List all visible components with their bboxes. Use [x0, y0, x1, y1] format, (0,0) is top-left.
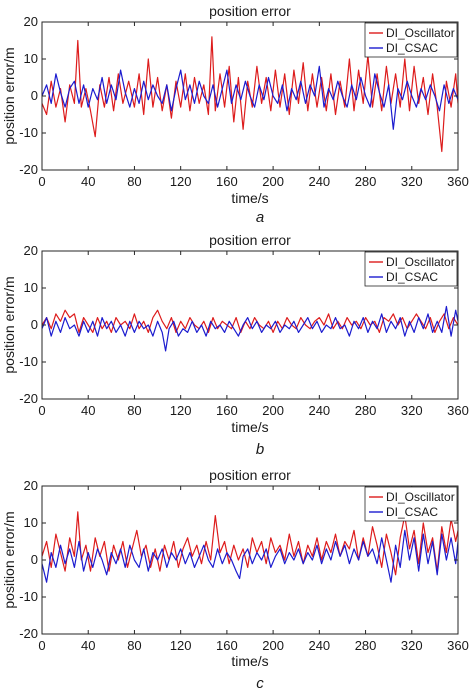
legend-box: [364, 251, 458, 287]
x-tick-label: 80: [127, 174, 141, 189]
chart-panel-1: 0 40 80 120 160 200 240 280 320 360 20 10 0 -10 -20 pos…: [1, 3, 469, 226]
data-series-group: [42, 511, 458, 583]
series-line-di-oscillator: [42, 511, 458, 576]
data-series-group: [42, 305, 458, 352]
y-tick-label: 10: [24, 51, 38, 66]
chart-panel-2: 0 40 80 120 160 200 240 280 320 360 20 10 0 -10 -20 pos…: [1, 232, 469, 458]
x-tick-label: 120: [170, 638, 192, 653]
x-tick-label: 240: [308, 174, 330, 189]
x-axis-label: time/s: [231, 419, 268, 435]
legend-label: DI_Oscillator: [386, 255, 455, 269]
x-tick-label: 120: [170, 403, 192, 418]
y-tick-label: 0: [31, 552, 38, 567]
y-tick-label: 10: [24, 515, 38, 530]
y-tick-label: -10: [19, 125, 38, 140]
x-tick-label: 200: [262, 174, 284, 189]
y-axis-label: position error/m: [1, 511, 17, 608]
x-tick-label: 0: [38, 174, 45, 189]
y-tick-label: 10: [24, 280, 38, 295]
x-tick-label: 360: [447, 174, 469, 189]
legend-label: DI_CSAC: [386, 41, 438, 55]
series-line-di-csac: [42, 305, 458, 352]
figure-caption: c: [256, 675, 264, 692]
x-tick-label: 360: [447, 403, 469, 418]
y-axis-label: position error/m: [1, 276, 17, 373]
x-tick-label: 40: [81, 638, 95, 653]
legend-label: DI_CSAC: [386, 505, 438, 519]
chart-panel-3: 0 40 80 120 160 200 240 280 320 360 20 10 0 -10 -20 pos…: [1, 467, 469, 692]
x-tick-label: 280: [355, 403, 377, 418]
figure-caption: a: [256, 209, 264, 226]
x-tick-label: 320: [401, 638, 423, 653]
x-tick-label: 360: [447, 638, 469, 653]
series-line-di-oscillator: [42, 309, 458, 333]
legend-box: [364, 486, 458, 522]
y-tick-label: -10: [19, 354, 38, 369]
x-tick-label: 320: [401, 174, 423, 189]
y-tick-label: 0: [31, 317, 38, 332]
legend-box: [364, 22, 458, 58]
x-tick-label: 160: [216, 403, 238, 418]
y-tick-label: 20: [24, 14, 38, 29]
y-axis-label: position error/m: [1, 47, 17, 144]
x-axis-label: time/s: [231, 190, 268, 206]
x-tick-label: 80: [127, 403, 141, 418]
x-tick-label: 40: [81, 403, 95, 418]
y-tick-label: 20: [24, 243, 38, 258]
x-tick-label: 240: [308, 403, 330, 418]
legend-label: DI_CSAC: [386, 270, 438, 284]
y-tick-label: 0: [31, 88, 38, 103]
x-tick-label: 0: [38, 403, 45, 418]
x-tick-label: 280: [355, 174, 377, 189]
figure-caption: b: [256, 441, 264, 458]
x-tick-label: 80: [127, 638, 141, 653]
y-tick-label: 20: [24, 478, 38, 493]
chart-title: position error: [209, 232, 291, 248]
y-tick-label: -20: [19, 391, 38, 406]
x-tick-label: 120: [170, 174, 192, 189]
x-tick-label: 160: [216, 174, 238, 189]
data-series-group: [42, 36, 458, 153]
x-tick-label: 280: [355, 638, 377, 653]
chart-title: position error: [209, 467, 291, 483]
series-line-di-csac: [42, 65, 458, 130]
y-tick-label: -10: [19, 589, 38, 604]
y-tick-label: -20: [19, 162, 38, 177]
x-tick-label: 160: [216, 638, 238, 653]
x-tick-label: 40: [81, 174, 95, 189]
x-tick-label: 200: [262, 403, 284, 418]
x-tick-label: 240: [308, 638, 330, 653]
legend-label: DI_Oscillator: [386, 26, 455, 40]
chart-title: position error: [209, 3, 291, 19]
y-tick-label: -20: [19, 626, 38, 641]
x-tick-label: 320: [401, 403, 423, 418]
legend-label: DI_Oscillator: [386, 490, 455, 504]
x-tick-label: 200: [262, 638, 284, 653]
series-line-di-csac: [42, 529, 458, 583]
x-axis-label: time/s: [231, 653, 268, 669]
x-tick-label: 0: [38, 638, 45, 653]
